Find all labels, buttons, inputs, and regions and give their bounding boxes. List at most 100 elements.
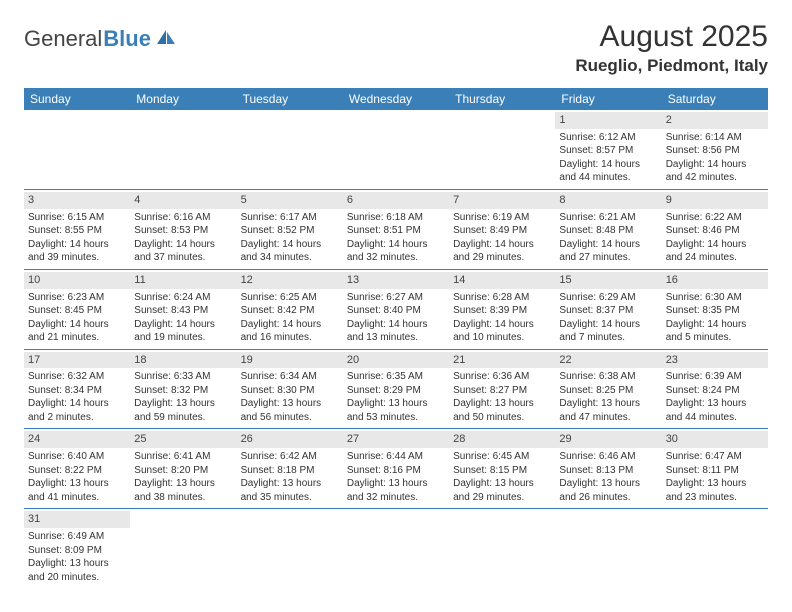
sunset-text: Sunset: 8:27 PM	[453, 384, 551, 398]
sunset-text: Sunset: 8:57 PM	[559, 144, 657, 158]
sunset-text: Sunset: 8:55 PM	[28, 224, 126, 238]
day-number: 23	[662, 352, 768, 369]
day-cell: 15Sunrise: 6:29 AMSunset: 8:37 PMDayligh…	[555, 270, 661, 349]
day-cell	[24, 110, 130, 189]
sunset-text: Sunset: 8:53 PM	[134, 224, 232, 238]
sunrise-text: Sunrise: 6:33 AM	[134, 370, 232, 384]
calendar: Sunday Monday Tuesday Wednesday Thursday…	[24, 88, 768, 588]
sunrise-text: Sunrise: 6:46 AM	[559, 450, 657, 464]
sunset-text: Sunset: 8:34 PM	[28, 384, 126, 398]
sunrise-text: Sunrise: 6:42 AM	[241, 450, 339, 464]
sunrise-text: Sunrise: 6:24 AM	[134, 291, 232, 305]
day-cell: 27Sunrise: 6:44 AMSunset: 8:16 PMDayligh…	[343, 429, 449, 508]
day-number: 14	[449, 272, 555, 289]
daylight-text: and 13 minutes.	[347, 331, 445, 345]
weekday-label: Monday	[130, 88, 236, 110]
sunrise-text: Sunrise: 6:21 AM	[559, 211, 657, 225]
daylight-text: Daylight: 14 hours	[241, 238, 339, 252]
weekday-label: Sunday	[24, 88, 130, 110]
sunrise-text: Sunrise: 6:16 AM	[134, 211, 232, 225]
sunrise-text: Sunrise: 6:28 AM	[453, 291, 551, 305]
day-cell	[662, 509, 768, 588]
sunrise-text: Sunrise: 6:47 AM	[666, 450, 764, 464]
weekday-header: Sunday Monday Tuesday Wednesday Thursday…	[24, 88, 768, 110]
day-cell	[343, 509, 449, 588]
day-number: 10	[24, 272, 130, 289]
daylight-text: and 59 minutes.	[134, 411, 232, 425]
sunrise-text: Sunrise: 6:34 AM	[241, 370, 339, 384]
daylight-text: and 29 minutes.	[453, 251, 551, 265]
sunset-text: Sunset: 8:18 PM	[241, 464, 339, 478]
daylight-text: and 2 minutes.	[28, 411, 126, 425]
day-number: 2	[662, 112, 768, 129]
sunset-text: Sunset: 8:46 PM	[666, 224, 764, 238]
daylight-text: Daylight: 14 hours	[28, 318, 126, 332]
weekday-label: Tuesday	[237, 88, 343, 110]
sunrise-text: Sunrise: 6:19 AM	[453, 211, 551, 225]
day-number: 8	[555, 192, 661, 209]
sunset-text: Sunset: 8:09 PM	[28, 544, 126, 558]
sunset-text: Sunset: 8:35 PM	[666, 304, 764, 318]
sunset-text: Sunset: 8:42 PM	[241, 304, 339, 318]
logo-text-blue: Blue	[103, 26, 151, 52]
day-cell: 22Sunrise: 6:38 AMSunset: 8:25 PMDayligh…	[555, 350, 661, 429]
day-number: 4	[130, 192, 236, 209]
daylight-text: Daylight: 14 hours	[453, 238, 551, 252]
daylight-text: Daylight: 13 hours	[559, 477, 657, 491]
day-number: 17	[24, 352, 130, 369]
weekday-label: Thursday	[449, 88, 555, 110]
day-cell: 24Sunrise: 6:40 AMSunset: 8:22 PMDayligh…	[24, 429, 130, 508]
daylight-text: and 56 minutes.	[241, 411, 339, 425]
day-cell: 28Sunrise: 6:45 AMSunset: 8:15 PMDayligh…	[449, 429, 555, 508]
sunrise-text: Sunrise: 6:18 AM	[347, 211, 445, 225]
sunset-text: Sunset: 8:32 PM	[134, 384, 232, 398]
sunrise-text: Sunrise: 6:36 AM	[453, 370, 551, 384]
day-cell: 8Sunrise: 6:21 AMSunset: 8:48 PMDaylight…	[555, 190, 661, 269]
sunset-text: Sunset: 8:45 PM	[28, 304, 126, 318]
sunset-text: Sunset: 8:49 PM	[453, 224, 551, 238]
day-cell	[237, 110, 343, 189]
sunrise-text: Sunrise: 6:35 AM	[347, 370, 445, 384]
day-cell: 12Sunrise: 6:25 AMSunset: 8:42 PMDayligh…	[237, 270, 343, 349]
daylight-text: Daylight: 13 hours	[347, 477, 445, 491]
daylight-text: Daylight: 13 hours	[453, 397, 551, 411]
sunrise-text: Sunrise: 6:23 AM	[28, 291, 126, 305]
sunset-text: Sunset: 8:16 PM	[347, 464, 445, 478]
daylight-text: and 26 minutes.	[559, 491, 657, 505]
sunrise-text: Sunrise: 6:32 AM	[28, 370, 126, 384]
daylight-text: and 32 minutes.	[347, 251, 445, 265]
day-cell: 4Sunrise: 6:16 AMSunset: 8:53 PMDaylight…	[130, 190, 236, 269]
daylight-text: Daylight: 13 hours	[134, 477, 232, 491]
day-cell: 25Sunrise: 6:41 AMSunset: 8:20 PMDayligh…	[130, 429, 236, 508]
daylight-text: Daylight: 14 hours	[453, 318, 551, 332]
day-number: 15	[555, 272, 661, 289]
week-row: 24Sunrise: 6:40 AMSunset: 8:22 PMDayligh…	[24, 429, 768, 509]
day-cell	[449, 110, 555, 189]
logo: GeneralBlue	[24, 26, 177, 52]
daylight-text: and 44 minutes.	[666, 411, 764, 425]
day-number: 20	[343, 352, 449, 369]
daylight-text: Daylight: 14 hours	[347, 318, 445, 332]
day-cell: 11Sunrise: 6:24 AMSunset: 8:43 PMDayligh…	[130, 270, 236, 349]
sunset-text: Sunset: 8:13 PM	[559, 464, 657, 478]
day-cell: 2Sunrise: 6:14 AMSunset: 8:56 PMDaylight…	[662, 110, 768, 189]
day-number: 24	[24, 431, 130, 448]
sunrise-text: Sunrise: 6:44 AM	[347, 450, 445, 464]
day-cell: 9Sunrise: 6:22 AMSunset: 8:46 PMDaylight…	[662, 190, 768, 269]
header: GeneralBlue August 2025 Rueglio, Piedmon…	[24, 20, 768, 76]
day-cell: 18Sunrise: 6:33 AMSunset: 8:32 PMDayligh…	[130, 350, 236, 429]
day-cell: 20Sunrise: 6:35 AMSunset: 8:29 PMDayligh…	[343, 350, 449, 429]
daylight-text: Daylight: 13 hours	[347, 397, 445, 411]
daylight-text: Daylight: 14 hours	[559, 238, 657, 252]
daylight-text: Daylight: 14 hours	[28, 238, 126, 252]
day-cell	[130, 110, 236, 189]
daylight-text: and 10 minutes.	[453, 331, 551, 345]
week-row: 1Sunrise: 6:12 AMSunset: 8:57 PMDaylight…	[24, 110, 768, 190]
sunset-text: Sunset: 8:25 PM	[559, 384, 657, 398]
daylight-text: and 27 minutes.	[559, 251, 657, 265]
sunrise-text: Sunrise: 6:15 AM	[28, 211, 126, 225]
sunset-text: Sunset: 8:37 PM	[559, 304, 657, 318]
day-number: 26	[237, 431, 343, 448]
sunset-text: Sunset: 8:22 PM	[28, 464, 126, 478]
day-number: 16	[662, 272, 768, 289]
